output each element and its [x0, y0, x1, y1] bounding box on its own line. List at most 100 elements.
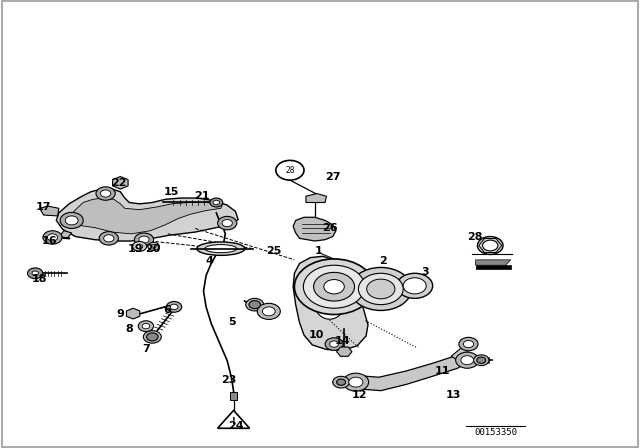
- Circle shape: [134, 233, 154, 246]
- Circle shape: [397, 273, 433, 298]
- Circle shape: [151, 245, 156, 248]
- Circle shape: [477, 357, 486, 363]
- Circle shape: [477, 237, 503, 254]
- Text: 6: 6: [164, 305, 172, 315]
- Circle shape: [349, 377, 363, 387]
- Text: 2: 2: [379, 256, 387, 266]
- Polygon shape: [293, 256, 368, 350]
- Circle shape: [143, 331, 161, 343]
- Circle shape: [218, 216, 237, 230]
- Text: 1: 1: [315, 246, 323, 256]
- Circle shape: [358, 273, 403, 305]
- Circle shape: [249, 301, 260, 309]
- Text: 7: 7: [142, 344, 150, 353]
- Circle shape: [43, 231, 62, 244]
- Text: 21: 21: [194, 191, 209, 201]
- Circle shape: [350, 267, 412, 310]
- Circle shape: [132, 241, 147, 251]
- Ellipse shape: [205, 245, 237, 253]
- Circle shape: [459, 337, 478, 351]
- Text: 24: 24: [228, 422, 243, 431]
- Text: 22: 22: [111, 178, 126, 188]
- Text: 17: 17: [36, 202, 51, 212]
- Circle shape: [303, 265, 365, 308]
- Polygon shape: [355, 354, 468, 391]
- Circle shape: [139, 236, 149, 243]
- Polygon shape: [306, 194, 326, 202]
- Text: 25: 25: [266, 246, 282, 256]
- Circle shape: [166, 302, 182, 312]
- Text: 27: 27: [325, 172, 340, 182]
- Text: 26: 26: [322, 224, 337, 233]
- Text: 28: 28: [467, 233, 483, 242]
- Text: 19: 19: [128, 244, 143, 254]
- Polygon shape: [59, 231, 72, 238]
- Circle shape: [138, 321, 154, 332]
- Text: 14: 14: [335, 336, 350, 346]
- Ellipse shape: [197, 242, 244, 255]
- Circle shape: [210, 198, 223, 207]
- Circle shape: [100, 190, 111, 197]
- Circle shape: [222, 220, 232, 227]
- Circle shape: [96, 187, 115, 200]
- Circle shape: [148, 242, 159, 250]
- Circle shape: [104, 235, 114, 242]
- Circle shape: [47, 234, 58, 241]
- Polygon shape: [337, 347, 352, 356]
- Text: 18: 18: [32, 274, 47, 284]
- Circle shape: [325, 338, 343, 350]
- Circle shape: [294, 259, 374, 314]
- Circle shape: [474, 355, 489, 366]
- Polygon shape: [293, 217, 336, 241]
- Polygon shape: [40, 206, 59, 216]
- Circle shape: [65, 216, 78, 225]
- Text: 9: 9: [116, 310, 124, 319]
- Circle shape: [337, 379, 346, 385]
- Text: 13: 13: [445, 390, 461, 400]
- Polygon shape: [113, 177, 128, 189]
- Polygon shape: [476, 260, 511, 265]
- Text: 12: 12: [352, 390, 367, 400]
- Text: 20: 20: [145, 244, 160, 254]
- Circle shape: [343, 373, 369, 391]
- Circle shape: [32, 271, 38, 276]
- Circle shape: [330, 341, 339, 347]
- Text: 23: 23: [221, 375, 237, 385]
- Polygon shape: [476, 265, 511, 269]
- Circle shape: [483, 240, 498, 251]
- Circle shape: [276, 160, 304, 180]
- Circle shape: [170, 304, 178, 310]
- Circle shape: [461, 356, 474, 365]
- Text: 8: 8: [125, 324, 133, 334]
- Circle shape: [403, 278, 426, 294]
- Text: 4: 4: [206, 256, 214, 266]
- Circle shape: [262, 307, 275, 316]
- Circle shape: [314, 272, 355, 301]
- Text: 10: 10: [309, 330, 324, 340]
- Circle shape: [257, 303, 280, 319]
- Circle shape: [28, 268, 43, 279]
- Polygon shape: [218, 410, 250, 428]
- Circle shape: [99, 232, 118, 245]
- Text: 16: 16: [42, 236, 58, 246]
- Text: 15: 15: [164, 187, 179, 197]
- Circle shape: [324, 280, 344, 294]
- Polygon shape: [69, 198, 223, 234]
- Circle shape: [333, 376, 349, 388]
- Circle shape: [136, 244, 143, 249]
- Text: 5: 5: [228, 317, 236, 327]
- Polygon shape: [127, 308, 140, 319]
- Circle shape: [456, 352, 479, 368]
- Polygon shape: [451, 343, 470, 361]
- Circle shape: [60, 212, 83, 228]
- Circle shape: [147, 333, 158, 341]
- Circle shape: [213, 200, 220, 205]
- Text: 28: 28: [285, 166, 294, 175]
- Text: 3: 3: [422, 267, 429, 277]
- Circle shape: [142, 323, 150, 329]
- Text: 00153350: 00153350: [474, 428, 518, 437]
- Circle shape: [367, 279, 395, 299]
- Circle shape: [463, 340, 474, 348]
- Bar: [230, 392, 237, 400]
- Circle shape: [246, 298, 264, 311]
